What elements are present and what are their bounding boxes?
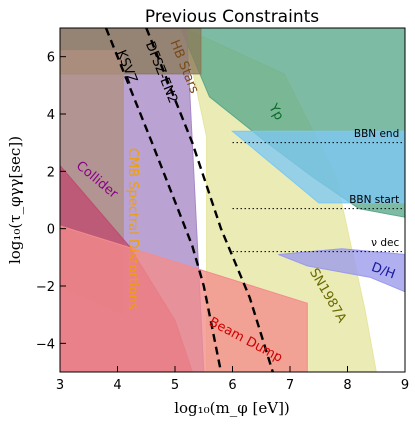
axis-ticks: 3 4 5 6 7 8 9 −4 −2 0 2 4 6	[36, 51, 409, 393]
x-tick-label-4: 7	[286, 378, 294, 393]
region-label-0: BBN end	[354, 128, 399, 140]
region-label-2: ν dec	[371, 237, 399, 249]
region-label-8: CMB Spectral Distortions	[125, 148, 140, 310]
constraint-regions	[59, 27, 406, 373]
region-label-3: Yp	[265, 101, 287, 123]
y-tick-label-3: 2	[47, 165, 55, 180]
y-tick-label-1: −2	[36, 280, 55, 295]
series-line-1	[145, 27, 274, 373]
y-tick-label-5: 6	[47, 51, 55, 66]
chart-title: Previous Constraints	[145, 7, 319, 27]
x-tick-label-3: 6	[228, 378, 236, 393]
benchmark-lines	[104, 27, 405, 373]
y-tick-label-0: −4	[36, 337, 55, 352]
x-axis-label: log₁₀(m_φ [eV])	[174, 399, 290, 417]
y-axis-label: log₁₀(τ_φγγ[sec])	[6, 136, 24, 264]
x-tick-label-2: 5	[171, 378, 179, 393]
y-tick-label-2: 0	[47, 223, 55, 238]
x-tick-label-0: 3	[56, 378, 64, 393]
x-tick-label-1: 4	[113, 378, 121, 393]
series-line-0	[104, 27, 223, 373]
region-label-1: BBN start	[349, 194, 399, 206]
y-tick-label-4: 4	[47, 108, 55, 123]
x-tick-label-6: 9	[401, 378, 409, 393]
x-tick-label-5: 8	[343, 378, 351, 393]
